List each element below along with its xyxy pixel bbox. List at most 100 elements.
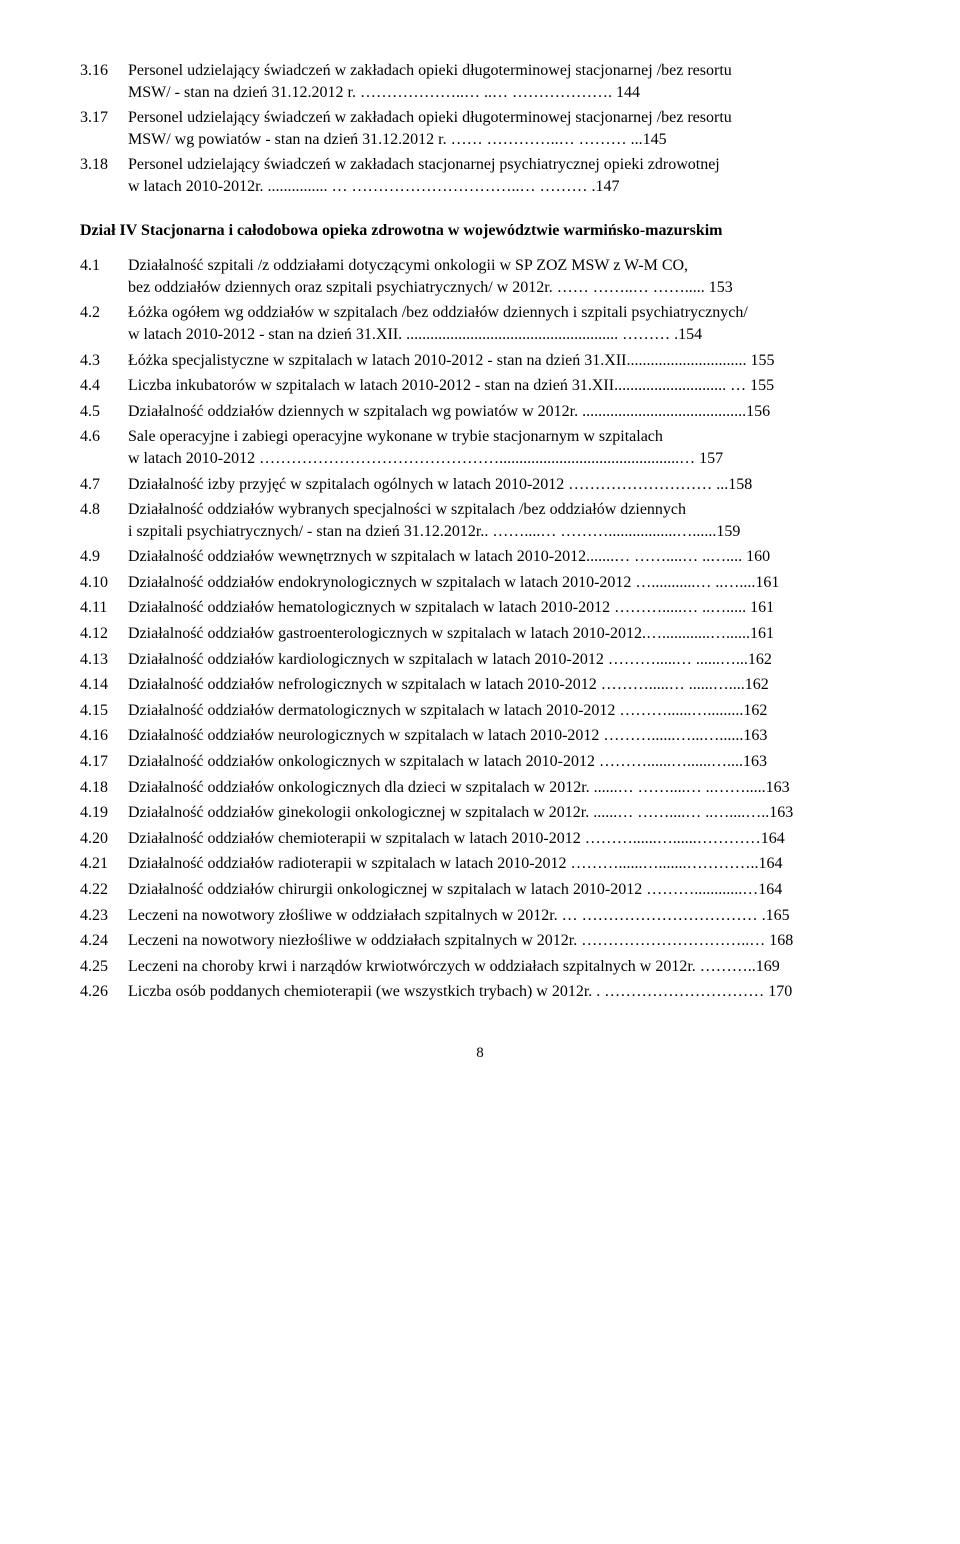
toc-entry-text: Łóżka ogółem wg oddziałów w szpitalach /…: [128, 302, 880, 345]
toc-entry: 4.8Działalność oddziałów wybranych specj…: [80, 499, 880, 542]
toc-entry-number: 3.18: [80, 154, 128, 197]
toc-entry-line: Działalność oddziałów chirurgii onkologi…: [128, 879, 880, 901]
toc-entry-line: Działalność oddziałów chemioterapii w sz…: [128, 828, 880, 850]
toc-entry: 4.10Działalność oddziałów endokrynologic…: [80, 572, 880, 594]
toc-entry: 3.17Personel udzielający świadczeń w zak…: [80, 107, 880, 150]
toc-entry-number: 4.1: [80, 255, 128, 298]
toc-entry-number: 4.9: [80, 546, 128, 568]
toc-entry-line: Działalność szpitali /z oddziałami dotyc…: [128, 255, 880, 277]
toc-entry-number: 4.6: [80, 426, 128, 469]
toc-entry-number: 4.23: [80, 905, 128, 927]
toc-entry-text: Sale operacyjne i zabiegi operacyjne wyk…: [128, 426, 880, 469]
toc-entry: 4.2Łóżka ogółem wg oddziałów w szpitalac…: [80, 302, 880, 345]
toc-entry-number: 4.26: [80, 981, 128, 1003]
toc-entry-text: Działalność oddziałów onkologicznych dla…: [128, 777, 880, 799]
toc-entry: 4.1Działalność szpitali /z oddziałami do…: [80, 255, 880, 298]
toc-entry-text: Liczba osób poddanych chemioterapii (we …: [128, 981, 880, 1003]
toc-entry: 4.24Leczeni na nowotwory niezłośliwe w o…: [80, 930, 880, 952]
toc-entry: 4.12Działalność oddziałów gastroenterolo…: [80, 623, 880, 645]
toc-entry-line: Działalność oddziałów wewnętrznych w szp…: [128, 546, 880, 568]
toc-entry-text: Działalność oddziałów wewnętrznych w szp…: [128, 546, 880, 568]
toc-section-top: 3.16Personel udzielający świadczeń w zak…: [80, 60, 880, 198]
toc-entry-number: 4.17: [80, 751, 128, 773]
toc-entry-number: 4.20: [80, 828, 128, 850]
toc-entry: 4.14Działalność oddziałów nefrologicznyc…: [80, 674, 880, 696]
toc-entry-number: 4.4: [80, 375, 128, 397]
toc-entry-line: Sale operacyjne i zabiegi operacyjne wyk…: [128, 426, 880, 448]
toc-entry-line: Łóżka ogółem wg oddziałów w szpitalach /…: [128, 302, 880, 324]
toc-entry-text: Działalność izby przyjęć w szpitalach og…: [128, 474, 880, 496]
toc-entry-line: Działalność oddziałów kardiologicznych w…: [128, 649, 880, 671]
toc-entry-number: 4.11: [80, 597, 128, 619]
toc-entry-text: Leczeni na nowotwory złośliwe w oddziała…: [128, 905, 880, 927]
toc-entry-line: Liczba osób poddanych chemioterapii (we …: [128, 981, 880, 1003]
toc-entry-line: Działalność oddziałów nefrologicznych w …: [128, 674, 880, 696]
toc-entry-line: i szpitali psychiatrycznych/ - stan na d…: [128, 521, 880, 543]
toc-entry-line: w latach 2010-2012r. ............... … ……: [128, 176, 880, 198]
toc-entry: 4.25Leczeni na choroby krwi i narządów k…: [80, 956, 880, 978]
toc-entry: 3.16Personel udzielający świadczeń w zak…: [80, 60, 880, 103]
toc-entry: 4.3Łóżka specjalistyczne w szpitalach w …: [80, 350, 880, 372]
toc-entry-number: 4.10: [80, 572, 128, 594]
toc-entry-number: 4.5: [80, 401, 128, 423]
toc-entry-text: Personel udzielający świadczeń w zakłada…: [128, 154, 880, 197]
toc-entry-text: Działalność oddziałów dziennych w szpita…: [128, 401, 880, 423]
toc-entry: 4.15Działalność oddziałów dermatologiczn…: [80, 700, 880, 722]
toc-entry-number: 4.15: [80, 700, 128, 722]
toc-entry-text: Leczeni na nowotwory niezłośliwe w oddzi…: [128, 930, 880, 952]
toc-entry-number: 4.25: [80, 956, 128, 978]
toc-entry-line: Działalność oddziałów ginekologii onkolo…: [128, 802, 880, 824]
toc-entry-number: 4.19: [80, 802, 128, 824]
section-heading: Dział IV Stacjonarna i całodobowa opieka…: [80, 220, 880, 242]
toc-entry-line: w latach 2010-2012 - stan na dzień 31.XI…: [128, 324, 880, 346]
toc-entry: 4.11Działalność oddziałów hematologiczny…: [80, 597, 880, 619]
toc-entry: 4.9Działalność oddziałów wewnętrznych w …: [80, 546, 880, 568]
toc-entry-line: Łóżka specjalistyczne w szpitalach w lat…: [128, 350, 880, 372]
toc-entry-line: Działalność oddziałów dziennych w szpita…: [128, 401, 880, 423]
toc-entry-number: 4.13: [80, 649, 128, 671]
toc-entry-line: w latach 2010-2012 ………………………………………......…: [128, 448, 880, 470]
toc-entry-line: Działalność oddziałów endokrynologicznyc…: [128, 572, 880, 594]
toc-entry-number: 4.22: [80, 879, 128, 901]
toc-entry-text: Działalność oddziałów gastroenterologicz…: [128, 623, 880, 645]
toc-entry-line: Personel udzielający świadczeń w zakłada…: [128, 107, 880, 129]
toc-entry-number: 4.8: [80, 499, 128, 542]
toc-entry-text: Działalność oddziałów chirurgii onkologi…: [128, 879, 880, 901]
toc-entry: 4.16Działalność oddziałów neurologicznyc…: [80, 725, 880, 747]
toc-entry-line: MSW/ - stan na dzień 31.12.2012 r. ………………: [128, 82, 880, 104]
toc-entry-text: Personel udzielający świadczeń w zakłada…: [128, 107, 880, 150]
toc-entry: 4.26Liczba osób poddanych chemioterapii …: [80, 981, 880, 1003]
toc-entry: 4.19Działalność oddziałów ginekologii on…: [80, 802, 880, 824]
toc-entry-number: 4.21: [80, 853, 128, 875]
toc-entry-number: 4.14: [80, 674, 128, 696]
toc-entry-number: 3.17: [80, 107, 128, 150]
toc-entry-text: Działalność oddziałów endokrynologicznyc…: [128, 572, 880, 594]
toc-entry: 4.18Działalność oddziałów onkologicznych…: [80, 777, 880, 799]
toc-entry-text: Liczba inkubatorów w szpitalach w latach…: [128, 375, 880, 397]
toc-entry: 4.4Liczba inkubatorów w szpitalach w lat…: [80, 375, 880, 397]
toc-entry-text: Działalność oddziałów ginekologii onkolo…: [128, 802, 880, 824]
toc-section-main: 4.1Działalność szpitali /z oddziałami do…: [80, 255, 880, 1003]
toc-entry: 4.5Działalność oddziałów dziennych w szp…: [80, 401, 880, 423]
toc-entry-line: Leczeni na nowotwory niezłośliwe w oddzi…: [128, 930, 880, 952]
toc-entry-line: Działalność oddziałów dermatologicznych …: [128, 700, 880, 722]
toc-entry-number: 4.18: [80, 777, 128, 799]
toc-entry-line: Personel udzielający świadczeń w zakłada…: [128, 60, 880, 82]
toc-entry-line: Personel udzielający świadczeń w zakłada…: [128, 154, 880, 176]
toc-entry-line: Działalność oddziałów neurologicznych w …: [128, 725, 880, 747]
toc-entry-number: 3.16: [80, 60, 128, 103]
toc-entry-number: 4.12: [80, 623, 128, 645]
toc-entry-text: Działalność szpitali /z oddziałami dotyc…: [128, 255, 880, 298]
toc-entry-number: 4.24: [80, 930, 128, 952]
toc-entry: 4.13Działalność oddziałów kardiologiczny…: [80, 649, 880, 671]
document-page: 3.16Personel udzielający świadczeń w zak…: [0, 0, 960, 1103]
toc-entry-line: Działalność izby przyjęć w szpitalach og…: [128, 474, 880, 496]
toc-entry-text: Działalność oddziałów onkologicznych w s…: [128, 751, 880, 773]
toc-entry-line: Działalność oddziałów wybranych specjaln…: [128, 499, 880, 521]
toc-entry-text: Łóżka specjalistyczne w szpitalach w lat…: [128, 350, 880, 372]
toc-entry: 3.18Personel udzielający świadczeń w zak…: [80, 154, 880, 197]
toc-entry: 4.21Działalność oddziałów radioterapii w…: [80, 853, 880, 875]
toc-entry-text: Działalność oddziałów radioterapii w szp…: [128, 853, 880, 875]
toc-entry-text: Działalność oddziałów chemioterapii w sz…: [128, 828, 880, 850]
toc-entry-number: 4.2: [80, 302, 128, 345]
